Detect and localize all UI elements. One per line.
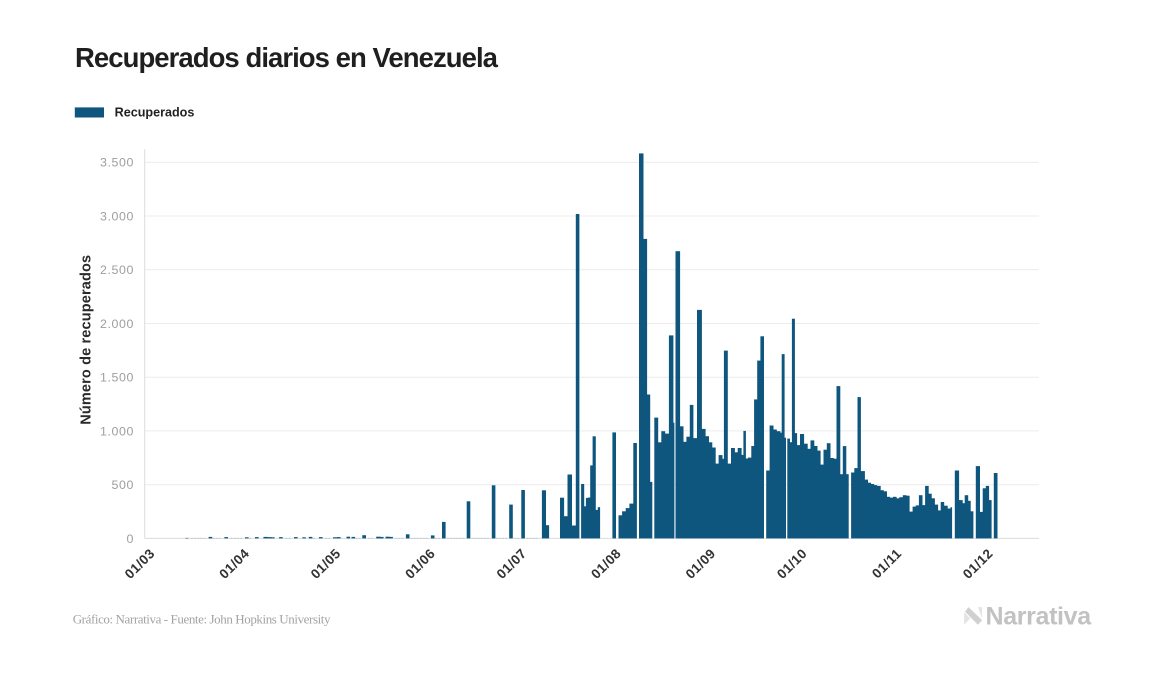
- svg-text:2.500: 2.500: [100, 263, 134, 277]
- svg-text:2.000: 2.000: [100, 317, 134, 331]
- svg-text:Recuperados: Recuperados: [115, 106, 195, 120]
- svg-text:3.500: 3.500: [100, 156, 134, 170]
- svg-text:Recuperados diarios en Venezue: Recuperados diarios en Venezuela: [75, 42, 499, 73]
- svg-text:500: 500: [112, 478, 134, 492]
- svg-text:Número de recuperados: Número de recuperados: [79, 255, 95, 425]
- svg-text:Gráfico: Narrativa - Fuente: J: Gráfico: Narrativa - Fuente: John Hopkin…: [73, 612, 331, 627]
- svg-text:Narrativa: Narrativa: [986, 603, 1093, 631]
- svg-text:0: 0: [127, 532, 135, 546]
- svg-text:1.500: 1.500: [100, 371, 134, 385]
- svg-text:1.000: 1.000: [100, 424, 134, 438]
- svg-text:3.000: 3.000: [100, 209, 134, 223]
